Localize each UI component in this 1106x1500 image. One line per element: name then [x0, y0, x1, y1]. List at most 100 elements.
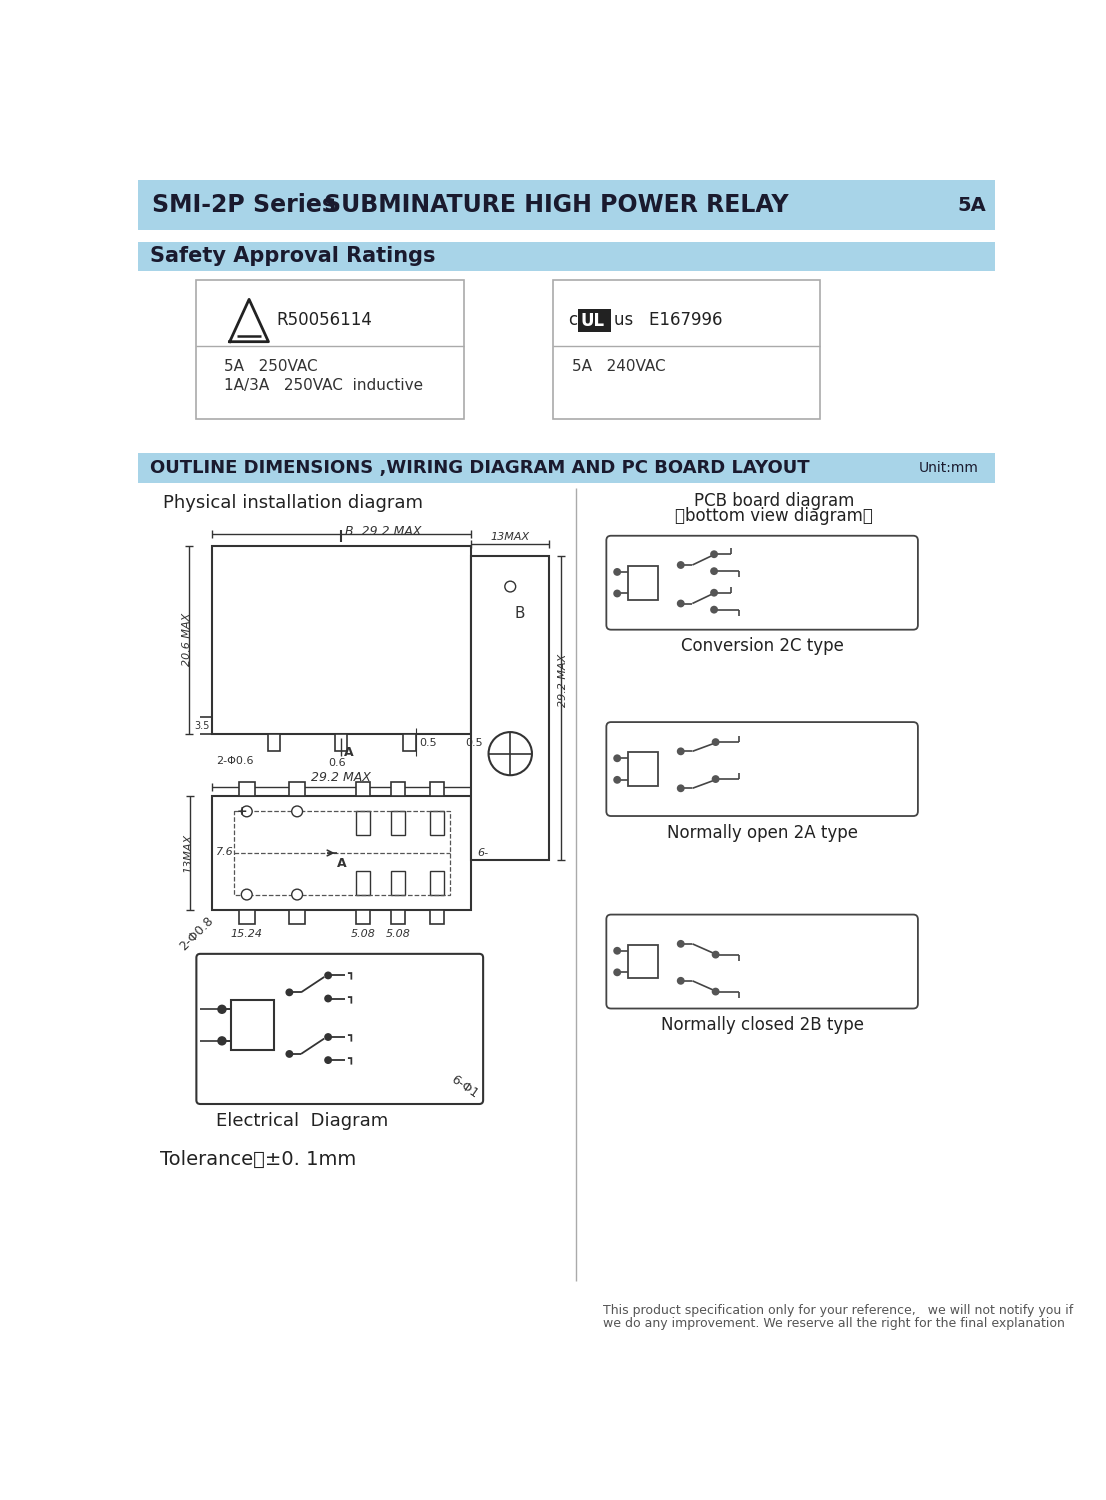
Text: Electrical  Diagram: Electrical Diagram [216, 1112, 388, 1130]
Circle shape [712, 951, 719, 957]
Bar [290, 910, 305, 924]
Bar [231, 1000, 274, 1050]
Text: ┓: ┓ [346, 993, 354, 1004]
FancyBboxPatch shape [606, 722, 918, 816]
Text: 5.08: 5.08 [385, 928, 410, 939]
Circle shape [678, 562, 684, 568]
Circle shape [218, 1036, 226, 1044]
Circle shape [712, 776, 719, 782]
Bar [628, 752, 657, 786]
Text: Physical installation diagram: Physical installation diagram [164, 494, 424, 512]
Text: c: c [568, 310, 577, 328]
Bar [628, 945, 657, 978]
Text: （bottom view diagram）: （bottom view diagram） [675, 507, 873, 525]
Bar [233, 812, 450, 894]
Circle shape [292, 806, 303, 818]
Circle shape [712, 740, 719, 746]
Text: 5.08: 5.08 [351, 928, 375, 939]
Text: +: + [237, 806, 248, 818]
Text: B: B [514, 606, 525, 621]
Bar [356, 812, 371, 834]
Text: 5A   240VAC: 5A 240VAC [572, 358, 666, 374]
Bar [138, 180, 995, 230]
Circle shape [325, 1034, 331, 1040]
Circle shape [678, 940, 684, 946]
Circle shape [241, 806, 252, 818]
Text: us   E167996: us E167996 [614, 310, 722, 328]
Circle shape [489, 732, 532, 776]
Text: 6-Φ1: 6-Φ1 [449, 1072, 481, 1101]
Text: ┓: ┓ [346, 970, 354, 981]
Text: Tolerance：±0. 1mm: Tolerance：±0. 1mm [160, 1150, 356, 1168]
Text: B  29.2 MAX: B 29.2 MAX [345, 525, 421, 538]
Bar [390, 782, 405, 796]
Circle shape [292, 890, 303, 900]
Circle shape [325, 972, 331, 978]
Bar [429, 782, 444, 796]
Text: 7.6: 7.6 [216, 847, 233, 856]
Circle shape [325, 996, 331, 1002]
Circle shape [614, 754, 620, 762]
Text: 29.2 MAX: 29.2 MAX [557, 654, 568, 708]
Bar [628, 566, 657, 600]
Circle shape [286, 990, 292, 996]
Text: 6-: 6- [478, 847, 489, 858]
Circle shape [325, 1058, 331, 1064]
Bar [356, 782, 371, 796]
Bar [429, 812, 444, 834]
Text: 0.5: 0.5 [419, 738, 437, 748]
Bar [268, 735, 280, 752]
Text: 13MAX: 13MAX [491, 532, 530, 542]
FancyBboxPatch shape [606, 536, 918, 630]
Circle shape [711, 550, 717, 558]
Text: Safety Approval Ratings: Safety Approval Ratings [150, 246, 436, 266]
Bar [138, 242, 995, 272]
Text: 3.5: 3.5 [195, 722, 209, 730]
Bar [429, 910, 444, 924]
Text: Normally closed 2B type: Normally closed 2B type [660, 1016, 864, 1034]
Bar [197, 280, 463, 418]
Bar [212, 796, 471, 910]
Polygon shape [230, 300, 269, 342]
Text: 5A: 5A [957, 196, 985, 214]
Circle shape [678, 784, 684, 792]
Bar [390, 812, 405, 834]
Text: Unit:mm: Unit:mm [919, 460, 979, 476]
Text: 1A/3A   250VAC  inductive: 1A/3A 250VAC inductive [223, 378, 422, 393]
Bar [429, 871, 444, 894]
Circle shape [218, 1005, 226, 1013]
Text: 15.24: 15.24 [231, 928, 263, 939]
Text: 2-Φ0.8: 2-Φ0.8 [177, 914, 216, 952]
Circle shape [711, 606, 717, 612]
Text: 5A   250VAC: 5A 250VAC [223, 358, 317, 374]
Bar [404, 735, 416, 752]
Circle shape [241, 890, 252, 900]
Text: 2-Φ0.6: 2-Φ0.6 [216, 756, 253, 766]
Text: ┓: ┓ [346, 1054, 354, 1065]
Text: This product specification only for your reference,   we will not notify you if: This product specification only for your… [603, 1304, 1074, 1317]
Bar [138, 453, 995, 483]
Circle shape [614, 969, 620, 975]
Text: we do any improvement. We reserve all the right for the final explanation: we do any improvement. We reserve all th… [603, 1317, 1065, 1330]
Text: SUBMINATURE HIGH POWER RELAY: SUBMINATURE HIGH POWER RELAY [324, 194, 789, 217]
Circle shape [614, 591, 620, 597]
Text: Conversion 2C type: Conversion 2C type [680, 638, 844, 656]
Text: A: A [344, 746, 353, 759]
Circle shape [614, 568, 620, 574]
Text: OUTLINE DIMENSIONS ,WIRING DIAGRAM AND PC BOARD LAYOUT: OUTLINE DIMENSIONS ,WIRING DIAGRAM AND P… [150, 459, 810, 477]
Circle shape [504, 580, 515, 592]
Bar [356, 910, 371, 924]
Text: SMI-2P Series: SMI-2P Series [153, 194, 336, 217]
Bar [290, 782, 305, 796]
Circle shape [678, 978, 684, 984]
Circle shape [711, 590, 717, 596]
Circle shape [678, 600, 684, 606]
Bar [471, 556, 549, 860]
Text: Normally open 2A type: Normally open 2A type [667, 824, 857, 842]
Bar [239, 782, 254, 796]
Circle shape [614, 948, 620, 954]
Bar [212, 546, 471, 735]
Text: UL: UL [580, 312, 604, 330]
FancyBboxPatch shape [606, 915, 918, 1008]
Bar [553, 280, 821, 418]
